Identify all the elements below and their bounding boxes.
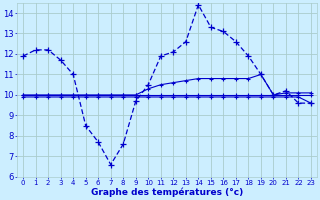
X-axis label: Graphe des températures (°c): Graphe des températures (°c): [91, 188, 243, 197]
